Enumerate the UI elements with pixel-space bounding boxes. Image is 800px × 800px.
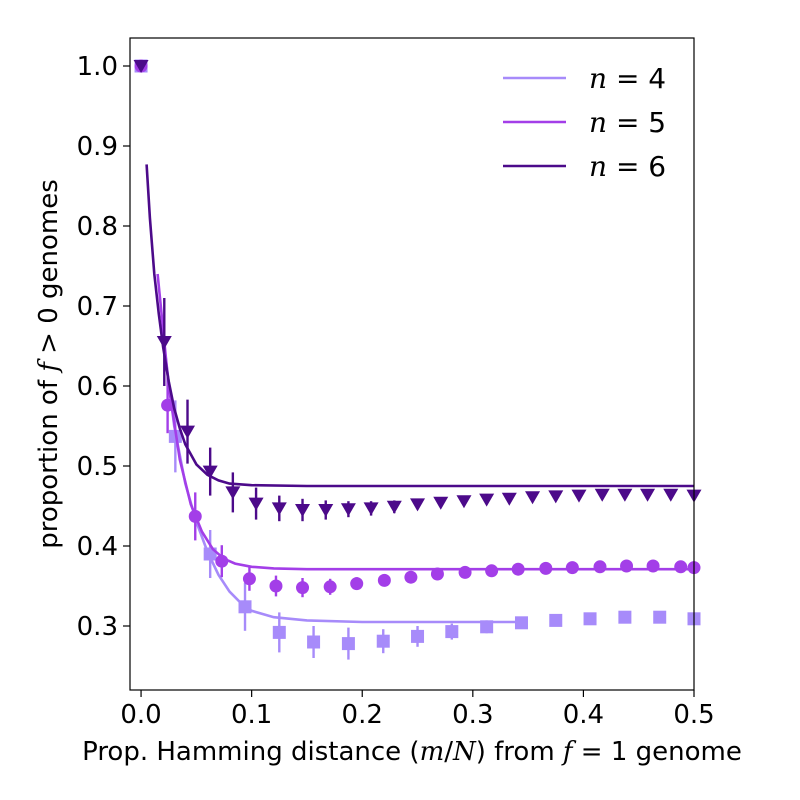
x-tick-label: 0.2 — [342, 700, 383, 730]
data-point — [511, 562, 525, 576]
plot-area — [133, 59, 702, 660]
x-tick-label: 0.3 — [452, 700, 493, 730]
data-point — [480, 620, 494, 634]
data-point — [180, 425, 196, 439]
data-point — [674, 560, 688, 574]
data-point — [341, 637, 355, 651]
data-point — [456, 495, 472, 509]
data-point — [318, 504, 334, 517]
data-point — [430, 567, 444, 581]
data-point — [238, 600, 252, 614]
data-point — [350, 577, 364, 591]
data-point — [618, 610, 632, 624]
y-tick-label: 0.3 — [77, 612, 118, 642]
y-tick-label: 0.9 — [77, 132, 118, 162]
data-point — [620, 559, 634, 573]
data-point — [549, 613, 563, 627]
data-point — [571, 489, 587, 503]
data-point — [202, 465, 218, 479]
series-2 — [134, 59, 701, 598]
data-point — [188, 509, 202, 523]
y-tick-label: 0.7 — [77, 292, 118, 322]
data-point — [539, 561, 553, 575]
data-point — [340, 503, 356, 517]
plot-frame — [129, 37, 695, 691]
data-point — [376, 634, 390, 648]
data-point — [410, 498, 426, 512]
x-axis-label: Prop. Hamming distance (m/N) from f = 1 … — [82, 737, 742, 767]
data-point — [295, 504, 311, 517]
x-tick-label: 0.1 — [231, 700, 272, 730]
data-point — [272, 625, 286, 639]
data-point — [404, 570, 418, 584]
data-point — [514, 616, 528, 630]
data-point — [156, 336, 172, 349]
data-point — [242, 572, 256, 586]
data-point — [594, 488, 610, 502]
series-3 — [133, 60, 702, 522]
data-point — [323, 580, 337, 594]
data-point — [445, 625, 459, 639]
data-point — [411, 629, 425, 643]
data-point — [271, 502, 287, 516]
data-point — [458, 565, 472, 579]
data-point — [133, 60, 149, 73]
x-tick-label: 0.0 — [120, 700, 161, 730]
data-point — [377, 573, 391, 587]
data-point — [215, 554, 229, 568]
y-axis-label: proportion of f > 0 genomes — [34, 179, 64, 549]
data-point — [296, 581, 310, 595]
data-point — [646, 559, 660, 573]
data-point — [565, 561, 579, 575]
legend-label: n = 5 — [589, 106, 666, 139]
data-point — [485, 564, 499, 578]
data-point — [583, 612, 597, 626]
data-point — [640, 488, 656, 502]
data-point — [593, 560, 607, 574]
x-tick-label: 0.4 — [563, 700, 604, 730]
data-point — [225, 486, 241, 500]
y-tick-label: 0.8 — [77, 212, 118, 242]
y-tick-label: 0.6 — [77, 372, 118, 402]
x-tick-label: 0.5 — [673, 700, 714, 730]
data-point — [653, 610, 667, 624]
data-point — [501, 492, 517, 506]
data-point — [386, 500, 402, 514]
legend: n = 4 n = 5 n = 6 — [503, 62, 666, 183]
legend-label: n = 4 — [589, 62, 666, 95]
y-tick-label: 1.0 — [77, 52, 118, 82]
data-point — [248, 497, 264, 511]
data-point — [479, 493, 495, 507]
data-point — [161, 398, 175, 412]
data-point — [307, 635, 321, 649]
y-tick-label: 0.4 — [77, 532, 118, 562]
series-1 — [134, 59, 701, 660]
data-point — [269, 579, 283, 593]
data-point — [617, 488, 633, 502]
data-point — [433, 496, 449, 510]
fit-line — [145, 164, 694, 488]
fit-line — [156, 273, 694, 571]
x-axis: 0.0 0.1 0.2 0.3 0.4 0.5 — [120, 690, 715, 730]
data-point — [663, 488, 679, 502]
y-axis: 0.3 0.4 0.5 0.6 0.7 0.8 0.9 1.0 — [77, 52, 130, 642]
data-point — [525, 491, 541, 505]
data-point — [548, 490, 564, 504]
data-point — [363, 502, 379, 516]
y-tick-label: 0.5 — [77, 452, 118, 482]
legend-label: n = 6 — [589, 150, 666, 183]
